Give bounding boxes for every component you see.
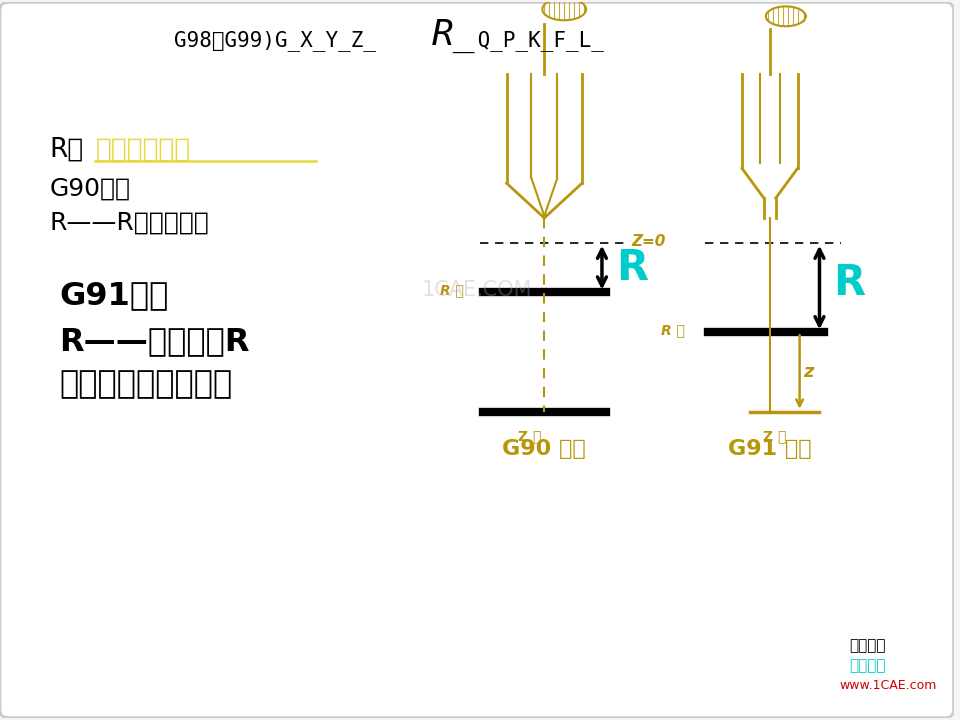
Text: 1CAE.COM: 1CAE.COM (421, 281, 532, 300)
Text: G90 编程: G90 编程 (502, 439, 587, 459)
Text: R为: R为 (50, 136, 84, 163)
Text: R 点: R 点 (440, 284, 464, 297)
Text: R——R面的坐标值: R——R面的坐标值 (50, 211, 209, 235)
Text: 面的距离（常为负）: 面的距离（常为负） (60, 369, 233, 400)
Text: Z 点: Z 点 (517, 430, 541, 444)
Text: R 点: R 点 (660, 323, 684, 337)
Text: R_: R_ (432, 19, 475, 53)
Text: z: z (804, 363, 814, 381)
Text: Z 点: Z 点 (763, 430, 786, 444)
Text: 安全平面位置: 安全平面位置 (95, 136, 191, 163)
Text: G91时，: G91时， (60, 280, 169, 311)
Text: R——初始点到R: R——初始点到R (60, 327, 251, 358)
Text: Z=0: Z=0 (632, 234, 666, 249)
Text: 仿真在线: 仿真在线 (850, 658, 886, 673)
Text: 机械学霸: 机械学霸 (850, 639, 886, 654)
Text: G91 编程: G91 编程 (728, 439, 811, 459)
Text: G98（G99)G_X_Y_Z_: G98（G99)G_X_Y_Z_ (174, 30, 375, 50)
Text: R: R (833, 261, 866, 304)
Text: R: R (616, 247, 648, 289)
Text: Q_P_K_F_L_: Q_P_K_F_L_ (465, 30, 604, 50)
Text: www.1CAE.com: www.1CAE.com (839, 679, 937, 693)
Text: G90时，: G90时， (50, 176, 131, 200)
